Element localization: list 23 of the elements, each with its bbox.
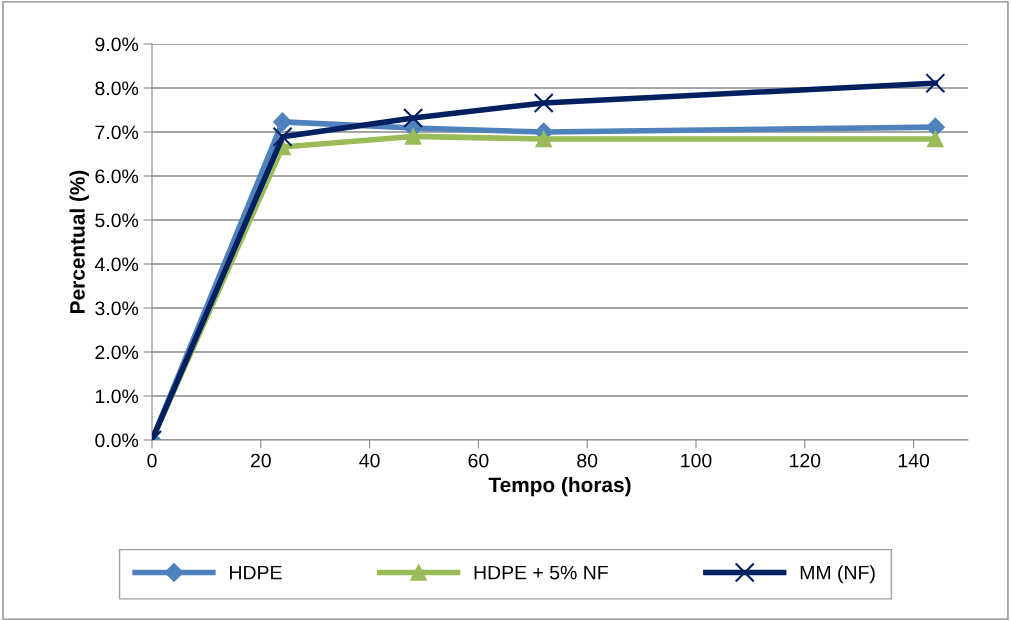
x-tick-label: 60 <box>468 453 489 468</box>
x-tick-label: 100 <box>681 453 712 468</box>
x-tick-label: 140 <box>898 453 930 468</box>
y-tick-label: 0.0% <box>95 433 139 448</box>
y-tick-label: 8.0% <box>95 81 139 96</box>
y-tick-label: 5.0% <box>95 213 139 228</box>
x-tick-label: 80 <box>577 453 598 468</box>
x-tick-label: 0 <box>147 453 157 468</box>
x-tick-label: 120 <box>790 453 821 468</box>
y-tick-label: 3.0% <box>95 301 139 316</box>
legend-label: HDPE + 5% NF <box>474 565 608 580</box>
y-tick-label: 6.0% <box>95 169 139 184</box>
y-tick-label: 1.0% <box>95 389 139 404</box>
y-tick-label: 9.0% <box>95 37 139 52</box>
y-tick-label: 7.0% <box>95 125 139 140</box>
x-tick-label: 40 <box>359 453 380 468</box>
y-tick-label: 2.0% <box>95 345 139 360</box>
y-axis-title: Percentual (%) <box>69 170 89 313</box>
legend-label: MM (NF) <box>800 565 875 584</box>
x-tick-label: 20 <box>250 453 271 468</box>
legend-label: HDPE <box>230 565 282 580</box>
x-axis-title: Tempo (horas) <box>488 476 631 497</box>
y-tick-label: 4.0% <box>94 257 139 272</box>
